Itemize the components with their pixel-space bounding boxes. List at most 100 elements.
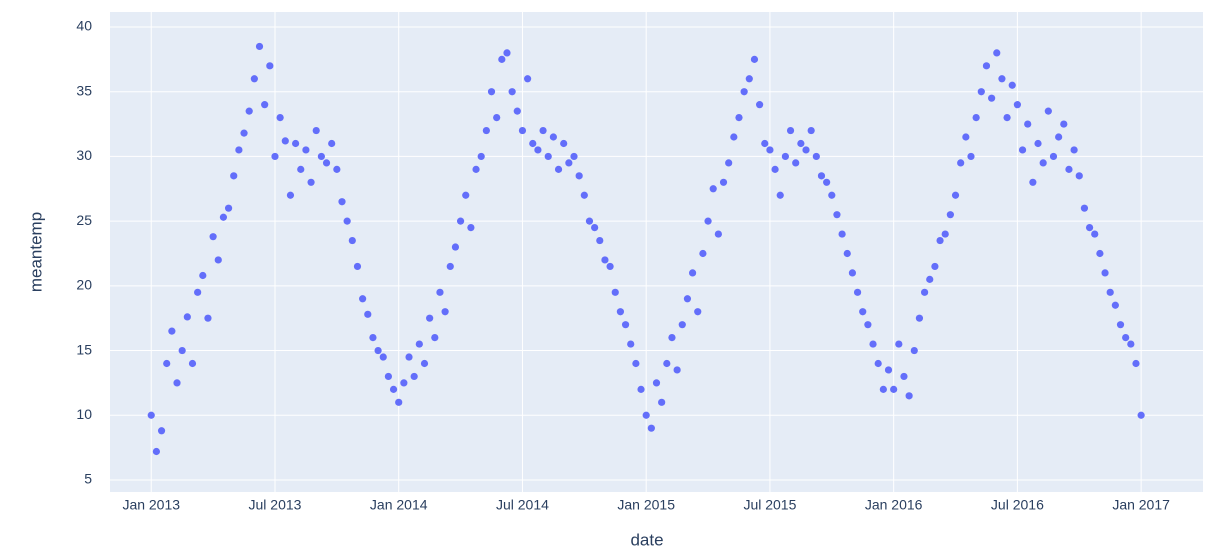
point — [147, 411, 155, 419]
point — [353, 262, 362, 271]
point — [524, 75, 532, 83]
point — [348, 236, 356, 245]
point — [436, 288, 444, 296]
point — [292, 139, 300, 148]
point — [1029, 178, 1037, 186]
point — [240, 129, 248, 137]
point — [1137, 411, 1145, 419]
point — [591, 224, 599, 232]
point — [1080, 204, 1089, 212]
point — [683, 295, 692, 303]
point — [415, 340, 423, 348]
point — [549, 133, 557, 141]
point — [931, 262, 939, 271]
point — [879, 385, 887, 393]
point — [302, 146, 310, 154]
point — [462, 191, 470, 199]
point — [627, 340, 635, 348]
point — [322, 159, 331, 167]
point — [168, 327, 176, 335]
point — [255, 42, 264, 51]
point — [204, 314, 212, 322]
x-tick-label: Jul 2014 — [496, 497, 549, 513]
point — [374, 346, 382, 355]
point — [364, 310, 372, 318]
point — [616, 308, 625, 316]
point — [611, 288, 619, 296]
point — [673, 366, 681, 374]
y-tick-label: 25 — [76, 212, 92, 228]
point — [1091, 230, 1099, 238]
point — [209, 233, 217, 241]
point — [219, 213, 228, 221]
point — [1065, 165, 1073, 173]
point — [575, 172, 583, 180]
point — [405, 353, 413, 361]
point — [632, 359, 640, 368]
point — [972, 114, 980, 122]
point — [261, 101, 269, 109]
point — [652, 379, 661, 387]
point — [400, 379, 408, 387]
point — [554, 165, 563, 173]
point — [1003, 114, 1011, 122]
point — [1127, 340, 1135, 348]
point — [539, 126, 547, 135]
point — [848, 269, 857, 277]
point — [214, 256, 222, 264]
plot-area — [110, 12, 1203, 492]
y-tick-label: 40 — [76, 18, 92, 34]
point — [957, 159, 965, 167]
point — [977, 88, 985, 96]
point — [580, 191, 588, 199]
point — [560, 139, 568, 148]
point — [1116, 321, 1125, 329]
point — [895, 340, 903, 348]
point — [915, 314, 924, 322]
point — [802, 146, 810, 154]
point — [786, 126, 795, 135]
point — [534, 146, 542, 154]
y-tick-label: 20 — [76, 277, 92, 293]
point — [694, 308, 702, 316]
point — [601, 256, 609, 264]
point — [988, 94, 996, 102]
point — [750, 55, 759, 63]
x-tick-label: Jul 2015 — [743, 497, 796, 513]
point — [183, 313, 191, 321]
point — [797, 139, 805, 148]
point — [487, 88, 496, 96]
point — [647, 424, 655, 432]
point — [884, 366, 893, 374]
point — [328, 139, 336, 148]
point — [585, 217, 594, 225]
point — [271, 152, 279, 161]
point — [441, 308, 449, 316]
x-tick-label: Jan 2017 — [1112, 497, 1170, 513]
point — [864, 321, 872, 329]
point — [379, 353, 387, 361]
point — [838, 230, 846, 238]
point — [194, 288, 202, 296]
point — [503, 49, 511, 57]
point — [1039, 159, 1047, 167]
point — [745, 75, 753, 83]
point — [1049, 152, 1058, 161]
point — [338, 198, 346, 206]
point — [823, 178, 831, 186]
point — [286, 191, 295, 199]
point — [1008, 81, 1016, 89]
point — [962, 133, 970, 141]
point — [926, 275, 934, 283]
point — [498, 55, 506, 63]
point — [333, 165, 341, 173]
point — [688, 269, 697, 277]
point — [982, 62, 991, 70]
point — [869, 340, 877, 348]
point — [828, 191, 836, 199]
point — [389, 385, 398, 393]
point — [859, 308, 867, 316]
point — [714, 230, 722, 238]
point — [467, 224, 475, 232]
